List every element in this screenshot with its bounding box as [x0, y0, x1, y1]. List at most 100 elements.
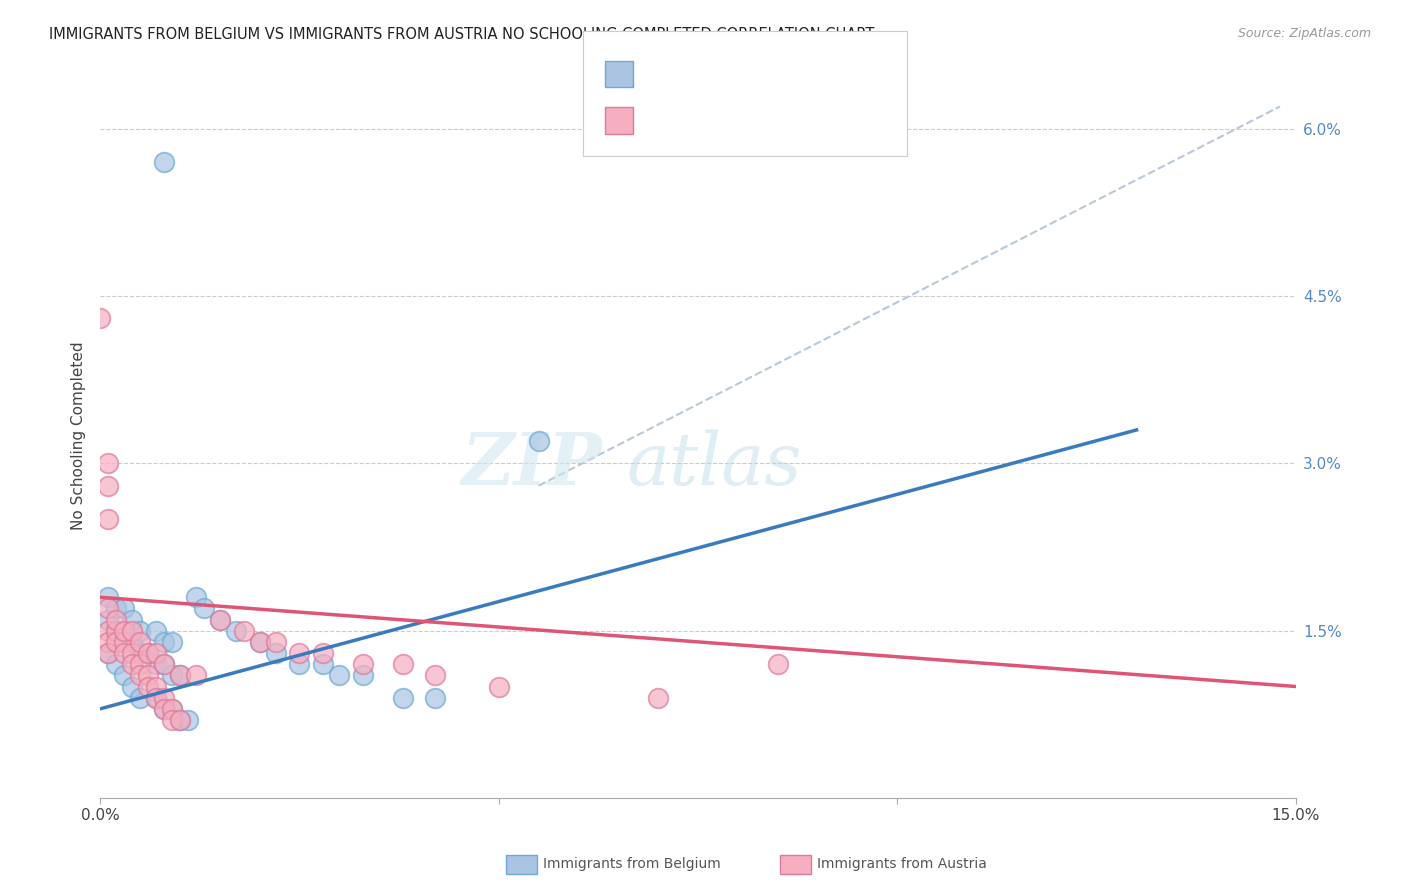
- Point: [184, 668, 207, 682]
- Point: [249, 635, 271, 649]
- Point: [153, 702, 176, 716]
- Point: [97, 479, 120, 493]
- Point: [129, 635, 152, 649]
- Point: [160, 702, 183, 716]
- Point: [169, 713, 191, 727]
- Point: [312, 646, 335, 660]
- Text: Immigrants from Belgium: Immigrants from Belgium: [543, 857, 720, 871]
- Text: IMMIGRANTS FROM BELGIUM VS IMMIGRANTS FROM AUSTRIA NO SCHOOLING COMPLETED CORREL: IMMIGRANTS FROM BELGIUM VS IMMIGRANTS FR…: [49, 27, 875, 42]
- Point: [766, 657, 789, 672]
- Point: [97, 624, 120, 638]
- Point: [169, 713, 191, 727]
- Point: [145, 680, 167, 694]
- Point: [129, 690, 152, 705]
- Point: [145, 624, 167, 638]
- Point: [97, 601, 120, 615]
- Point: [121, 657, 143, 672]
- Point: [145, 690, 167, 705]
- Point: [121, 646, 143, 660]
- Point: [312, 657, 335, 672]
- Point: [97, 646, 120, 660]
- Point: [136, 646, 159, 660]
- Point: [264, 646, 287, 660]
- Point: [184, 591, 207, 605]
- Point: [89, 311, 111, 326]
- Point: [208, 613, 231, 627]
- Text: atlas: atlas: [626, 429, 801, 500]
- Point: [527, 434, 550, 449]
- Point: [352, 668, 374, 682]
- Point: [105, 624, 128, 638]
- Point: [264, 635, 287, 649]
- Text: ZIP: ZIP: [461, 429, 602, 500]
- Text: -0.095: -0.095: [673, 113, 728, 128]
- Text: R =: R =: [638, 67, 666, 81]
- Point: [328, 668, 350, 682]
- Point: [225, 624, 247, 638]
- Point: [112, 624, 135, 638]
- Point: [97, 591, 120, 605]
- Point: [145, 690, 167, 705]
- Point: [423, 668, 446, 682]
- Point: [352, 657, 374, 672]
- Point: [136, 646, 159, 660]
- Point: [153, 635, 176, 649]
- Point: [129, 668, 152, 682]
- Text: Immigrants from Austria: Immigrants from Austria: [817, 857, 987, 871]
- Point: [105, 601, 128, 615]
- Point: [423, 690, 446, 705]
- Point: [105, 635, 128, 649]
- Point: [145, 646, 167, 660]
- Point: [392, 690, 415, 705]
- Point: [97, 512, 120, 526]
- Point: [647, 690, 669, 705]
- Point: [112, 635, 135, 649]
- Point: [97, 613, 120, 627]
- Point: [145, 657, 167, 672]
- Point: [153, 657, 176, 672]
- Point: [177, 713, 200, 727]
- Point: [97, 635, 120, 649]
- Point: [232, 624, 254, 638]
- Text: 0.351: 0.351: [673, 67, 721, 81]
- Point: [288, 657, 311, 672]
- Point: [112, 635, 135, 649]
- Text: N = 42: N = 42: [731, 67, 789, 81]
- Point: [97, 457, 120, 471]
- Point: [97, 646, 120, 660]
- Point: [136, 668, 159, 682]
- Point: [153, 690, 176, 705]
- Point: [121, 624, 143, 638]
- Y-axis label: No Schooling Completed: No Schooling Completed: [72, 342, 86, 530]
- Text: R =: R =: [638, 113, 666, 128]
- Point: [121, 613, 143, 627]
- Point: [160, 702, 183, 716]
- Point: [392, 657, 415, 672]
- Point: [112, 646, 135, 660]
- Point: [105, 657, 128, 672]
- Point: [129, 624, 152, 638]
- Point: [153, 155, 176, 169]
- Point: [121, 680, 143, 694]
- Point: [136, 680, 159, 694]
- Point: [105, 613, 128, 627]
- Point: [169, 668, 191, 682]
- Point: [288, 646, 311, 660]
- Point: [193, 601, 215, 615]
- Point: [105, 624, 128, 638]
- Point: [160, 635, 183, 649]
- Point: [121, 635, 143, 649]
- Point: [208, 613, 231, 627]
- Point: [488, 680, 510, 694]
- Text: Source: ZipAtlas.com: Source: ZipAtlas.com: [1237, 27, 1371, 40]
- Point: [160, 713, 183, 727]
- Text: N = 46: N = 46: [731, 113, 789, 128]
- Point: [160, 668, 183, 682]
- Point: [169, 668, 191, 682]
- Point: [112, 668, 135, 682]
- Point: [249, 635, 271, 649]
- Point: [129, 657, 152, 672]
- Point: [153, 657, 176, 672]
- Point: [112, 601, 135, 615]
- Point: [153, 702, 176, 716]
